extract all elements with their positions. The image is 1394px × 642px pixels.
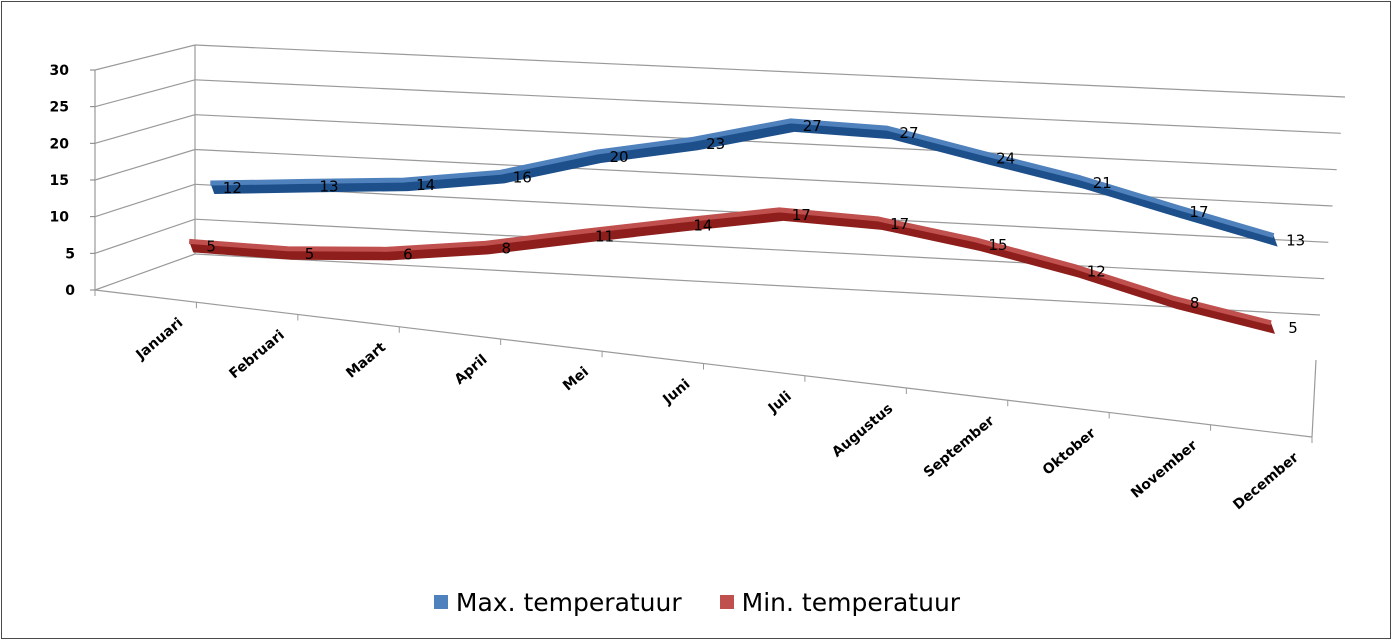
data-label: 16 [513, 168, 532, 186]
series-line-0 [210, 118, 1275, 239]
category-label: December [1230, 450, 1302, 514]
category-label: Juli [765, 388, 795, 417]
ytick-label-15: 15 [50, 173, 69, 189]
data-label: 5 [206, 237, 216, 255]
data-label: 20 [609, 148, 628, 166]
gridline-back-30 [194, 44, 1346, 98]
legend-label-min: Min. temperatuur [741, 587, 961, 617]
ytick-label-25: 25 [50, 100, 69, 116]
legend-label-max: Max. temperatuur [455, 587, 682, 617]
gridline-left-5 [94, 218, 196, 254]
ytick-label-0: 0 [65, 283, 75, 299]
gridline-back-25 [194, 79, 1341, 134]
legend-swatch-min [719, 595, 734, 609]
data-label: 14 [693, 216, 712, 234]
category-label: Maart [343, 339, 389, 381]
ytick-label-5: 5 [65, 246, 75, 262]
category-label: November [1128, 437, 1200, 501]
series-ribbon-0 [210, 120, 1278, 247]
gridline-left-0 [94, 253, 196, 291]
data-label: 27 [899, 124, 918, 142]
category-label: September [921, 413, 998, 481]
data-label: 17 [890, 215, 909, 233]
gridline-left-25 [94, 79, 196, 108]
data-label: 5 [1288, 319, 1298, 337]
gridline-back-15 [194, 148, 1333, 207]
data-label: 15 [988, 236, 1007, 254]
gridline-back-20 [194, 114, 1337, 171]
data-label: 8 [501, 239, 511, 257]
legend-item-min: Min. temperatuur [719, 587, 961, 617]
gridline-left-30 [94, 44, 196, 71]
data-labels: 12 13 14 16 20 23 27 27 24 21 17 13 5 5 6 8 11 14 17 17 15 12… [206, 117, 1305, 337]
series-lines [188, 118, 1278, 334]
legend-swatch-max [433, 595, 448, 609]
category-label: Mei [560, 364, 592, 394]
data-label: 17 [1189, 203, 1208, 221]
x-axis-ticks: Januari Februari Maart April Mei Juni Juli Augu… [94, 290, 1313, 514]
series-ribbon-1 [189, 209, 1276, 334]
data-label: 27 [803, 117, 822, 135]
data-label: 17 [792, 206, 811, 224]
ytick-label-20: 20 [50, 136, 70, 152]
data-label: 13 [1286, 232, 1305, 250]
category-label: Januari [133, 315, 187, 364]
data-label: 21 [1093, 174, 1112, 192]
legend-item-max: Max. temperatuur [433, 587, 682, 617]
category-label: Augustus [829, 401, 896, 461]
data-label: 6 [403, 245, 413, 263]
category-label: Oktober [1040, 425, 1099, 478]
y-axis-ticks: 0 5 10 15 20 25 30 [50, 63, 95, 299]
legend: Max. temperatuur Min. temperatuur [0, 584, 1394, 620]
data-label: 13 [319, 177, 338, 195]
data-label: 8 [1190, 294, 1200, 312]
gridline-left-15 [94, 148, 196, 181]
floor-right-edge [1311, 359, 1317, 438]
gridline-left-10 [94, 183, 196, 218]
data-label: 5 [305, 245, 315, 263]
ytick-label-30: 30 [50, 63, 70, 79]
data-label: 11 [595, 227, 614, 245]
data-label: 24 [996, 149, 1015, 167]
data-label: 12 [1087, 263, 1106, 281]
gridline-back-0 [194, 253, 1321, 316]
series-line-1 [188, 207, 1272, 326]
data-label: 23 [706, 135, 725, 153]
category-label: Februari [226, 327, 287, 382]
data-label: 12 [223, 179, 242, 197]
gridline-back-5 [194, 218, 1325, 280]
ytick-label-10: 10 [50, 210, 70, 226]
gridline-left-20 [94, 114, 196, 144]
data-label: 14 [416, 176, 435, 194]
gridlines [94, 44, 1346, 316]
category-label: April [452, 352, 491, 388]
category-label: Juni [659, 376, 693, 408]
